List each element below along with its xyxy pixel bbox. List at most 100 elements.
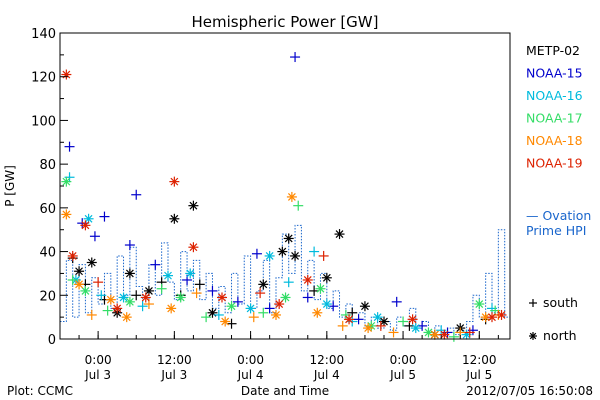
south-point bbox=[353, 314, 364, 325]
south-point bbox=[388, 327, 399, 338]
north-point bbox=[121, 312, 132, 323]
x-tick-label-date: Jul 5 bbox=[389, 368, 416, 382]
x-tick-label-time: 12:00 bbox=[157, 353, 192, 367]
north-point bbox=[188, 242, 199, 253]
x-tick-label-time: 0:00 bbox=[85, 353, 112, 367]
south-point bbox=[131, 189, 142, 200]
x-tick-label-date: Jul 4 bbox=[237, 368, 264, 382]
south-point bbox=[448, 331, 459, 342]
north-point bbox=[496, 309, 507, 320]
plot-timestamp: 2012/07/05 16:50:08 bbox=[466, 384, 593, 398]
south-point bbox=[93, 277, 104, 288]
north-point bbox=[140, 292, 151, 303]
plot-credit: Plot: CCMC bbox=[7, 384, 73, 398]
north-point bbox=[344, 314, 355, 325]
south-point bbox=[283, 277, 294, 288]
north-point bbox=[407, 314, 418, 325]
north-point bbox=[61, 209, 72, 220]
north-point bbox=[359, 301, 370, 312]
south-point bbox=[464, 327, 475, 338]
north-point bbox=[410, 323, 421, 334]
x-axis-label: Date and Time bbox=[241, 384, 329, 398]
y-tick-label: 60 bbox=[39, 202, 56, 217]
north-point bbox=[258, 279, 269, 290]
north-point bbox=[118, 292, 129, 303]
north-point bbox=[61, 176, 72, 187]
x-tick-label-date: Jul 5 bbox=[465, 368, 492, 382]
north-point bbox=[112, 303, 123, 314]
north-point bbox=[439, 329, 450, 340]
north-point bbox=[124, 268, 135, 279]
x-tick-label-time: 12:00 bbox=[462, 353, 497, 367]
ovation-step-path bbox=[60, 224, 510, 336]
north-point bbox=[429, 329, 440, 340]
south-point bbox=[137, 301, 148, 312]
south-point bbox=[150, 259, 161, 270]
y-tick-label: 100 bbox=[31, 114, 56, 129]
north-point bbox=[372, 312, 383, 323]
south-point bbox=[86, 309, 97, 320]
north-point bbox=[188, 200, 199, 211]
south-point bbox=[207, 285, 218, 296]
north-point bbox=[312, 307, 323, 318]
north-point bbox=[321, 299, 332, 310]
north-point bbox=[83, 213, 94, 224]
south-point bbox=[391, 296, 402, 307]
north-point bbox=[280, 292, 291, 303]
south-point bbox=[375, 320, 386, 331]
north-point bbox=[80, 220, 91, 231]
y-tick-label: 40 bbox=[39, 246, 56, 261]
north-point bbox=[61, 69, 72, 80]
north-point bbox=[321, 272, 332, 283]
north-point bbox=[74, 266, 85, 277]
north-point bbox=[124, 296, 135, 307]
north-point bbox=[166, 303, 177, 314]
marker-legend-label: south bbox=[543, 295, 578, 310]
south-point bbox=[337, 320, 348, 331]
south-point bbox=[255, 288, 266, 299]
north-point bbox=[169, 176, 180, 187]
y-axis-label: P [GW] bbox=[3, 165, 17, 207]
south-point bbox=[309, 246, 320, 257]
south-point bbox=[248, 312, 259, 323]
y-tick-label: 80 bbox=[39, 158, 56, 173]
south-point bbox=[318, 250, 329, 261]
north-point bbox=[217, 292, 227, 303]
north-point bbox=[175, 292, 186, 303]
north-point bbox=[163, 270, 173, 281]
x-tick-label-date: Jul 4 bbox=[313, 368, 340, 382]
x-tick-label-time: 0:00 bbox=[390, 353, 417, 367]
north-point bbox=[74, 279, 85, 290]
north-point bbox=[80, 285, 91, 296]
y-tick-label: 140 bbox=[31, 27, 56, 42]
south-point bbox=[124, 240, 135, 251]
south-point bbox=[398, 316, 409, 327]
south-point bbox=[194, 279, 205, 290]
north-point bbox=[277, 246, 288, 257]
north-point bbox=[185, 268, 196, 279]
north-point bbox=[334, 229, 345, 240]
y-tick-label: 20 bbox=[39, 289, 56, 304]
north-point bbox=[271, 309, 281, 320]
legend-ovation-label: — Ovation bbox=[526, 208, 591, 223]
north-point bbox=[286, 191, 297, 202]
x-tick-label-date: Jul 3 bbox=[160, 368, 187, 382]
south-point bbox=[290, 52, 301, 63]
north-point bbox=[86, 257, 97, 268]
marker-legend-label: north bbox=[543, 328, 577, 343]
x-tick-label-time: 0:00 bbox=[237, 353, 264, 367]
south-point bbox=[96, 290, 107, 301]
north-point bbox=[315, 283, 326, 294]
y-tick-label: 120 bbox=[31, 71, 56, 86]
north-point bbox=[474, 299, 485, 310]
north-point bbox=[290, 250, 301, 261]
legend-series-label: NOAA-17 bbox=[526, 111, 583, 126]
legend-ovation-label-2: Prime HPI bbox=[526, 223, 586, 238]
legend-series-label: NOAA-18 bbox=[526, 133, 583, 148]
legend-series-label: METP-02 bbox=[526, 43, 580, 58]
legend-series-label: NOAA-16 bbox=[526, 88, 583, 103]
south-point bbox=[201, 312, 212, 323]
south-point bbox=[131, 290, 142, 301]
south-point bbox=[89, 231, 100, 242]
